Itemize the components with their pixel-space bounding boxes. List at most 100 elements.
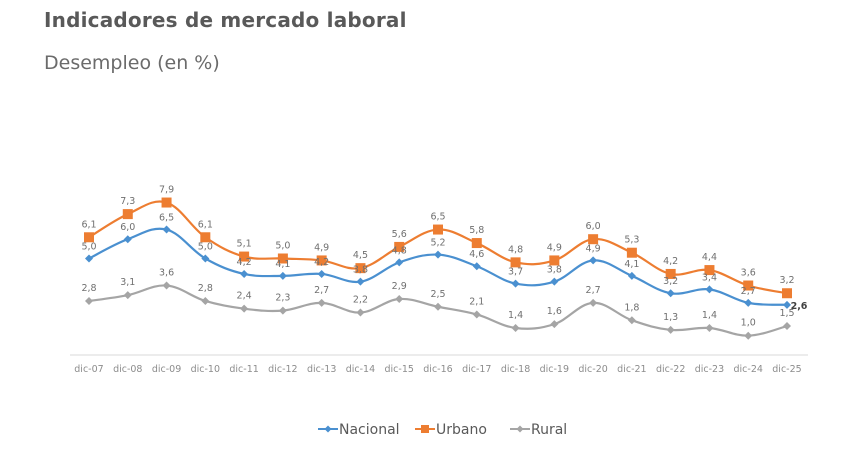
data-label-urbano: 7,3 xyxy=(120,196,135,207)
marker-urbano xyxy=(549,255,560,266)
data-labels: 5,0 6,0 6,5 5,0 4,2 4,1 4,2 3,8 4,8 5,2 4,6 3,7 3,8 4… xyxy=(81,185,807,329)
data-label-urbano: 4,8 xyxy=(508,244,523,255)
data-label-rural: 1,6 xyxy=(547,306,562,317)
x-tick-label: dic-20 xyxy=(578,364,607,375)
legend-item-nacional: Nacional xyxy=(318,422,400,438)
marker-nacional xyxy=(627,271,636,280)
marker-urbano xyxy=(704,265,715,276)
data-label-nacional: 3,8 xyxy=(547,265,562,276)
marker-nacional xyxy=(472,262,481,271)
marker-nacional xyxy=(395,258,404,267)
marker-urbano xyxy=(200,232,211,243)
data-label-rural: 1,0 xyxy=(741,318,756,329)
marker-nacional xyxy=(744,298,753,307)
data-label-rural: 1,4 xyxy=(702,310,717,321)
data-label-urbano: 4,9 xyxy=(547,242,562,253)
data-label-rural: 2,3 xyxy=(275,293,290,304)
data-label-urbano: 6,1 xyxy=(198,219,213,230)
marker-rural xyxy=(317,298,326,307)
marker-nacional xyxy=(511,279,520,288)
x-tick-label: dic-25 xyxy=(772,364,801,375)
x-tick-label: dic-09 xyxy=(152,364,181,375)
data-label-urbano: 6,5 xyxy=(430,212,445,223)
data-label-urbano: 4,9 xyxy=(314,242,329,253)
marker-urbano xyxy=(626,247,637,258)
marker-nacional xyxy=(162,225,171,234)
marker-rural xyxy=(705,323,714,332)
marker-nacional xyxy=(85,254,93,263)
marker-rural xyxy=(395,295,404,304)
marker-urbano xyxy=(782,288,792,299)
data-label-rural: 2,8 xyxy=(81,283,96,294)
marker-nacional xyxy=(666,289,675,298)
x-tick-label: dic-21 xyxy=(617,364,646,375)
legend-label-nacional: Nacional xyxy=(339,422,400,438)
x-tick-label: dic-15 xyxy=(385,364,414,375)
x-tick-label: dic-18 xyxy=(501,364,530,375)
marker-urbano xyxy=(471,238,482,249)
x-tick-label: dic-12 xyxy=(268,364,297,375)
marker-urbano xyxy=(316,255,327,266)
marker-rural xyxy=(240,304,249,313)
data-label-nacional: 3,4 xyxy=(702,272,717,283)
data-label-nacional: 3,8 xyxy=(353,265,368,276)
marker-nacional xyxy=(550,277,559,286)
data-label-urbano: 5,0 xyxy=(275,241,290,252)
marker-rural xyxy=(201,296,210,305)
marker-urbano xyxy=(394,241,405,252)
series-markers xyxy=(84,197,792,340)
data-label-rural: 1,5 xyxy=(779,308,794,319)
legend-item-urbano: Urbano xyxy=(415,422,487,438)
data-label-rural: 2,7 xyxy=(586,285,601,296)
marker-nacional xyxy=(240,269,249,278)
data-label-nacional: 4,9 xyxy=(586,243,601,254)
marker-rural xyxy=(356,308,365,317)
data-label-nacional: 3,2 xyxy=(663,276,678,287)
legend-marker-nacional xyxy=(324,425,332,433)
data-label-nacional: 6,5 xyxy=(159,213,174,224)
data-label-urbano: 6,1 xyxy=(81,219,96,230)
data-label-urbano: 5,3 xyxy=(624,235,639,246)
x-tick-label: dic-08 xyxy=(113,364,142,375)
marker-urbano xyxy=(665,268,676,279)
data-label-rural: 2,7 xyxy=(314,285,329,296)
marker-rural xyxy=(589,298,598,307)
marker-rural xyxy=(472,310,481,319)
marker-rural xyxy=(278,306,287,315)
page-title: Indicadores de mercado laboral xyxy=(44,8,407,32)
marker-rural xyxy=(85,296,93,305)
marker-urbano xyxy=(277,253,288,264)
x-tick-label: dic-17 xyxy=(462,364,491,375)
x-tick-label: dic-22 xyxy=(656,364,685,375)
data-label-urbano: 6,0 xyxy=(586,221,601,232)
data-label-urbano: 4,2 xyxy=(663,256,678,267)
data-label-nacional: 4,1 xyxy=(624,259,639,270)
data-label-rural: 1,4 xyxy=(508,310,523,321)
legend-marker-urbano xyxy=(421,425,429,433)
marker-urbano xyxy=(161,197,172,208)
data-label-urbano: 5,1 xyxy=(237,239,252,250)
marker-rural xyxy=(162,281,171,290)
marker-nacional xyxy=(356,277,365,286)
data-label-urbano: 4,4 xyxy=(702,252,717,263)
data-label-urbano: 5,8 xyxy=(469,225,484,236)
marker-rural xyxy=(666,325,675,334)
legend-item-rural: Rural xyxy=(510,422,567,438)
marker-rural xyxy=(627,316,636,325)
marker-nacional xyxy=(705,285,714,294)
data-label-urbano: 3,2 xyxy=(779,275,794,286)
legend-label-urbano: Urbano xyxy=(436,422,487,438)
x-tick-label: dic-24 xyxy=(734,364,763,375)
marker-urbano xyxy=(355,263,366,274)
marker-urbano xyxy=(84,232,94,243)
data-label-nacional: 4,2 xyxy=(237,257,252,268)
data-label-rural: 3,6 xyxy=(159,268,174,279)
marker-nacional xyxy=(317,269,326,278)
data-label-urbano: 3,6 xyxy=(741,268,756,279)
data-label-nacional: 5,2 xyxy=(430,238,445,249)
data-label-rural: 1,3 xyxy=(663,312,678,323)
data-label-rural: 1,8 xyxy=(624,302,639,313)
marker-urbano xyxy=(239,251,250,262)
marker-urbano xyxy=(122,209,133,220)
marker-urbano xyxy=(743,280,754,291)
